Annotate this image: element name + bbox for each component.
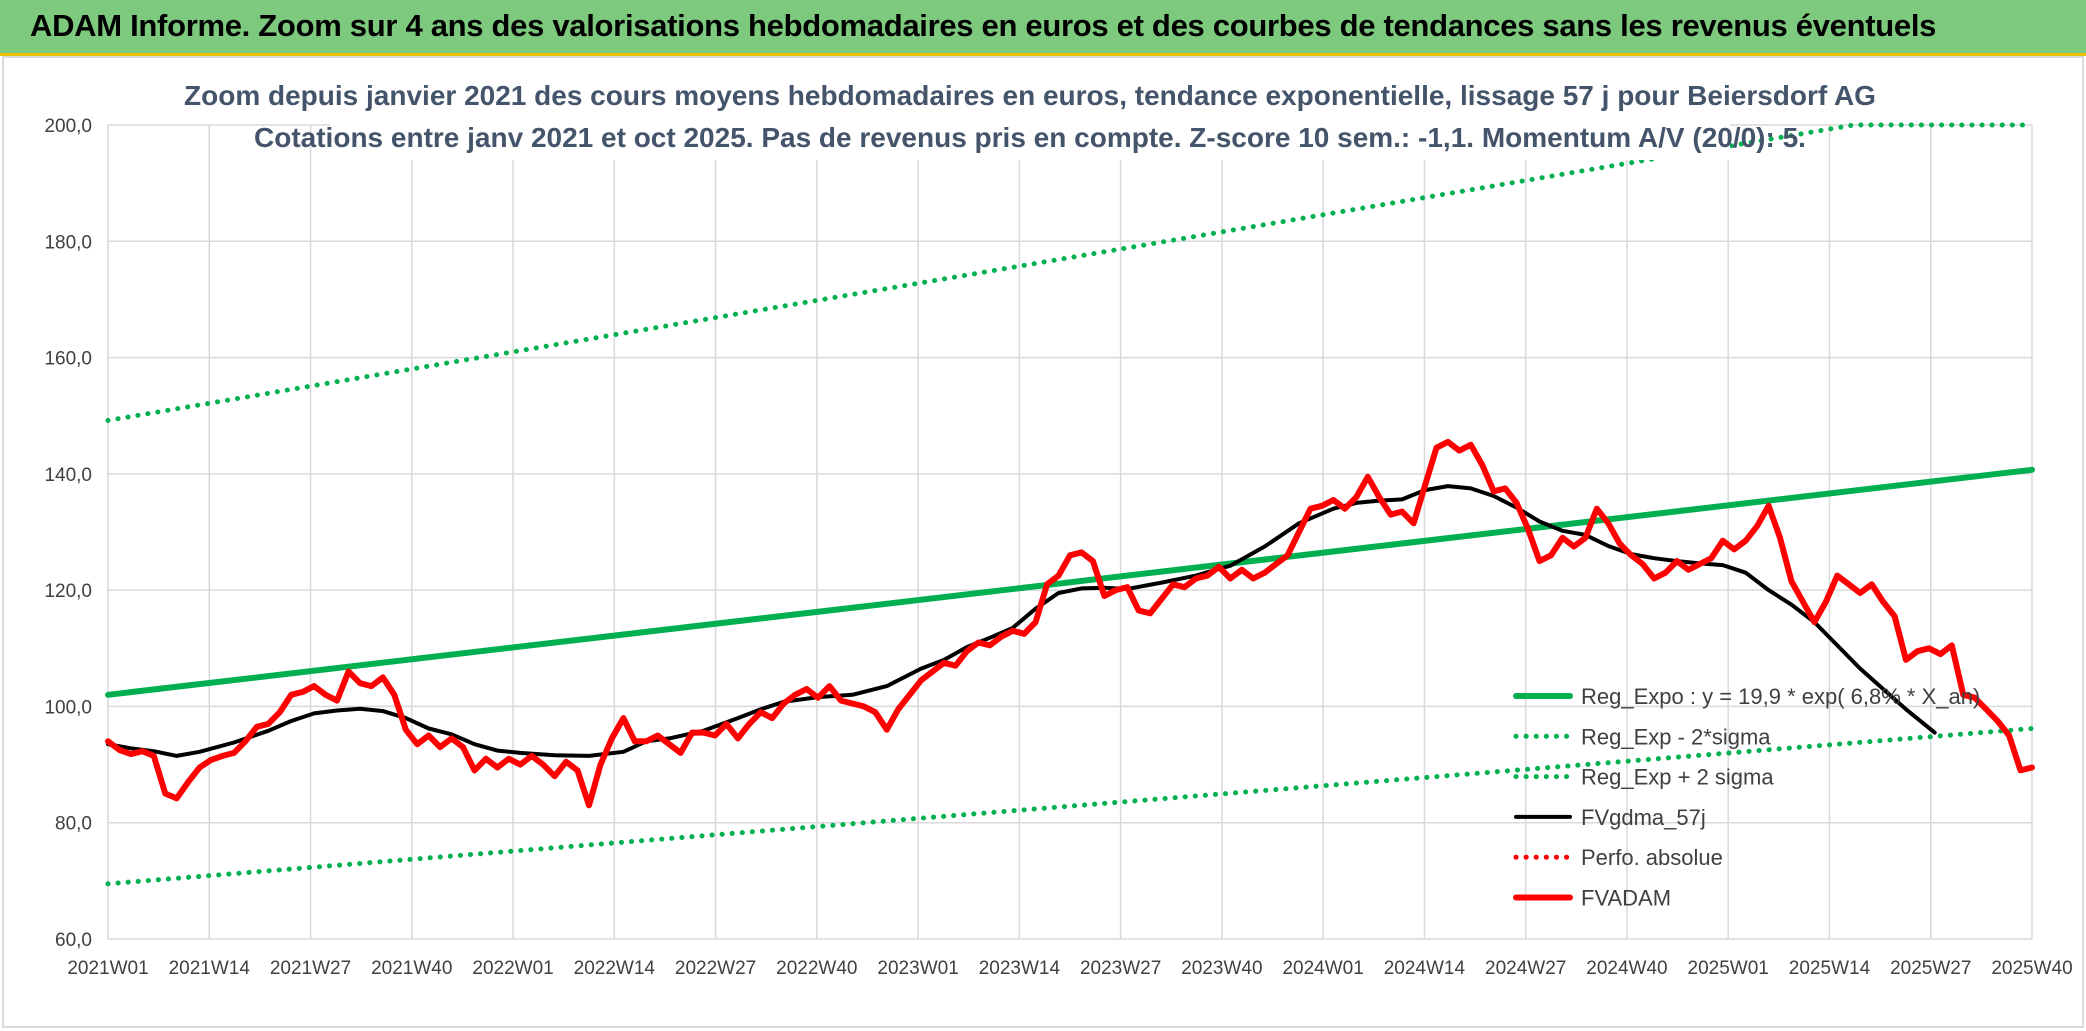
x-tick-label: 2022W27 bbox=[675, 958, 756, 979]
x-tick-label: 2025W01 bbox=[1688, 958, 1769, 979]
x-tick-label: 2022W40 bbox=[776, 958, 857, 979]
series-line-1 bbox=[105, 726, 2035, 887]
x-tick-label: 2024W01 bbox=[1282, 958, 1363, 979]
x-tick-label: 2021W01 bbox=[67, 958, 148, 979]
x-tick-label: 2024W40 bbox=[1586, 958, 1667, 979]
header-banner: ADAM Informe. Zoom sur 4 ans des valoris… bbox=[0, 0, 2086, 56]
x-tick-label: 2024W14 bbox=[1384, 958, 1466, 979]
x-tick-label: 2025W27 bbox=[1890, 958, 1971, 979]
x-tick-label: 2023W01 bbox=[877, 958, 958, 979]
y-tick-label: 180,0 bbox=[44, 232, 92, 253]
legend-label: Reg_Exp - 2*sigma bbox=[1581, 724, 1771, 749]
legend-label: Reg_Expo : y = 19,9 * exp( 6,8% * X_an) bbox=[1581, 684, 1980, 709]
y-tick-label: 80,0 bbox=[55, 814, 92, 835]
x-tick-label: 2023W40 bbox=[1181, 958, 1262, 979]
chart-title: Zoom depuis janvier 2021 des cours moyen… bbox=[184, 80, 1876, 111]
page-title: ADAM Informe. Zoom sur 4 ans des valoris… bbox=[30, 8, 1937, 43]
y-tick-label: 160,0 bbox=[44, 349, 92, 370]
x-tick-label: 2023W27 bbox=[1080, 958, 1161, 979]
y-tick-label: 200,0 bbox=[44, 116, 92, 137]
series-line-0 bbox=[105, 466, 2035, 698]
series-line-3 bbox=[106, 484, 1937, 758]
y-tick-label: 100,0 bbox=[44, 697, 92, 718]
series-line-2 bbox=[105, 122, 2035, 423]
series-line-5 bbox=[105, 438, 2035, 809]
y-tick-label: 120,0 bbox=[44, 581, 92, 602]
legend-label: Reg_Exp + 2 sigma bbox=[1581, 765, 1774, 790]
legend-label: FVgdma_57j bbox=[1581, 805, 1706, 830]
chart-subtitle: Cotations entre janv 2021 et oct 2025. P… bbox=[254, 122, 1806, 153]
x-tick-label: 2025W40 bbox=[1991, 958, 2072, 979]
y-tick-label: 140,0 bbox=[44, 465, 92, 486]
x-tick-label: 2025W14 bbox=[1789, 958, 1871, 979]
chart-title-background bbox=[330, 64, 1730, 160]
chart-frame: 60,0 80,0 100,0 120,0 140,0 160,0 180,0 200,0 20… bbox=[2, 56, 2084, 1028]
chart: 60,0 80,0 100,0 120,0 140,0 160,0 180,0 200,0 20… bbox=[44, 64, 2073, 979]
x-tick-label: 2023W14 bbox=[979, 958, 1061, 979]
x-tick-label: 2022W01 bbox=[472, 958, 553, 979]
x-tick-label: 2021W40 bbox=[371, 958, 452, 979]
x-tick-label: 2024W27 bbox=[1485, 958, 1566, 979]
y-tick-label: 60,0 bbox=[55, 930, 92, 951]
x-tick-label: 2021W27 bbox=[270, 958, 351, 979]
legend-label: Perfo. absolue bbox=[1581, 845, 1723, 870]
legend-label: FVADAM bbox=[1581, 886, 1671, 911]
x-tick-label: 2022W14 bbox=[574, 958, 656, 979]
x-tick-label: 2021W14 bbox=[169, 958, 251, 979]
